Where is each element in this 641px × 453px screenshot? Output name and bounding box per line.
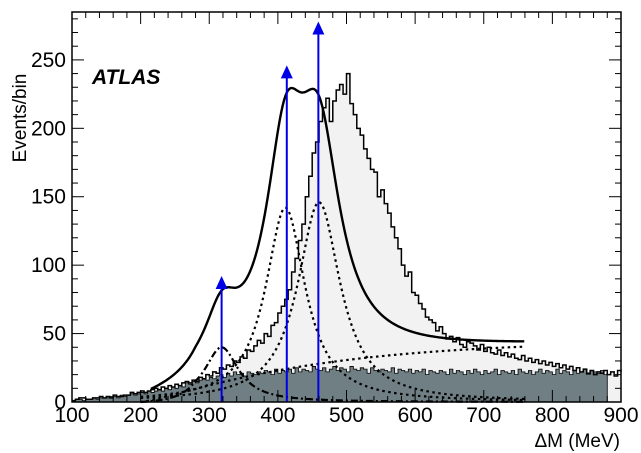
x-tick-label: 500: [329, 404, 364, 427]
x-tick-label: 600: [398, 404, 433, 427]
y-tick-label: 50: [43, 323, 66, 346]
plot-area: [71, 72, 622, 404]
x-tick-label: 400: [260, 404, 295, 427]
y-axis-ticks: 0 50 100 150 200 250: [31, 18, 621, 414]
y-tick-label: 0: [54, 391, 66, 414]
data-histogram-outline: [72, 72, 622, 402]
y-tick-label: 150: [31, 186, 66, 209]
marker-arrow-2: [280, 65, 293, 79]
fit-total-curve: [150, 86, 525, 390]
x-tick-label: 200: [123, 404, 158, 427]
x-tick-label: 800: [535, 404, 570, 427]
x-axis-ticks: 100 200 300 400 500 600 700 800 900: [54, 12, 639, 427]
x-tick-label: 900: [603, 404, 638, 427]
marker-arrow-1: [215, 276, 228, 290]
atlas-label: ATLAS: [91, 66, 160, 89]
fit-component-3: [140, 345, 525, 404]
marker-arrow-3: [312, 21, 325, 35]
x-tick-label: 300: [192, 404, 227, 427]
y-axis-label: Events/bin: [10, 74, 31, 163]
y-tick-label: 100: [31, 254, 66, 277]
resonance-markers: [215, 21, 325, 402]
x-axis-label: ΔM (MeV): [534, 431, 620, 452]
x-tick-label: 100: [54, 404, 89, 427]
y-tick-label: 200: [31, 117, 66, 140]
x-tick-label: 700: [466, 404, 501, 427]
fit-component-1: [140, 206, 525, 402]
y-tick-label: 250: [31, 49, 66, 72]
